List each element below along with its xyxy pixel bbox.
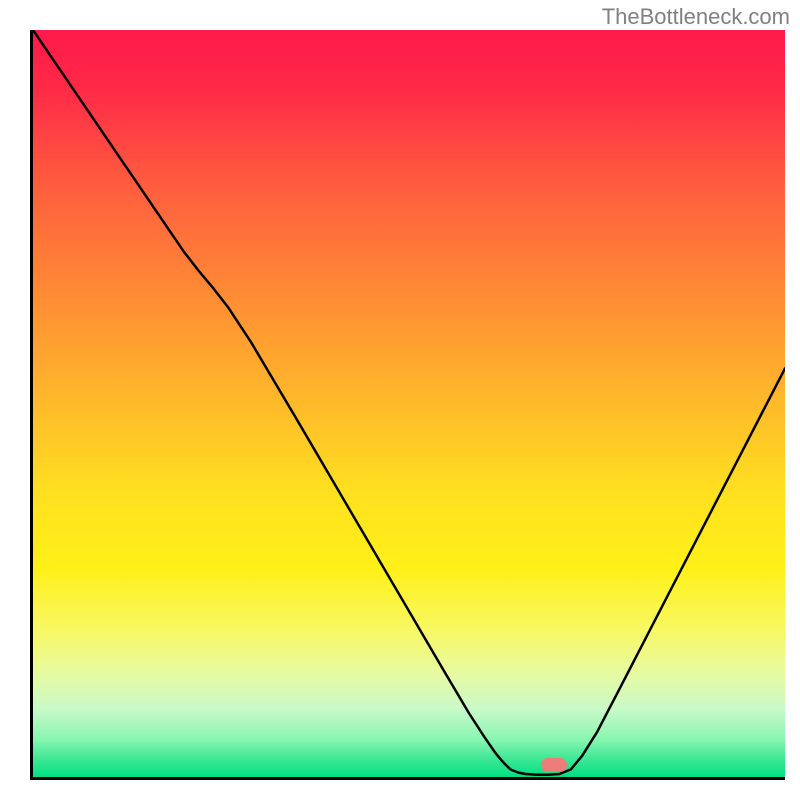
plot-area [30,30,785,780]
bottleneck-curve [33,30,785,777]
watermark-text: TheBottleneck.com [602,4,790,30]
optimum-marker [541,758,567,772]
chart-container: TheBottleneck.com [0,0,800,800]
